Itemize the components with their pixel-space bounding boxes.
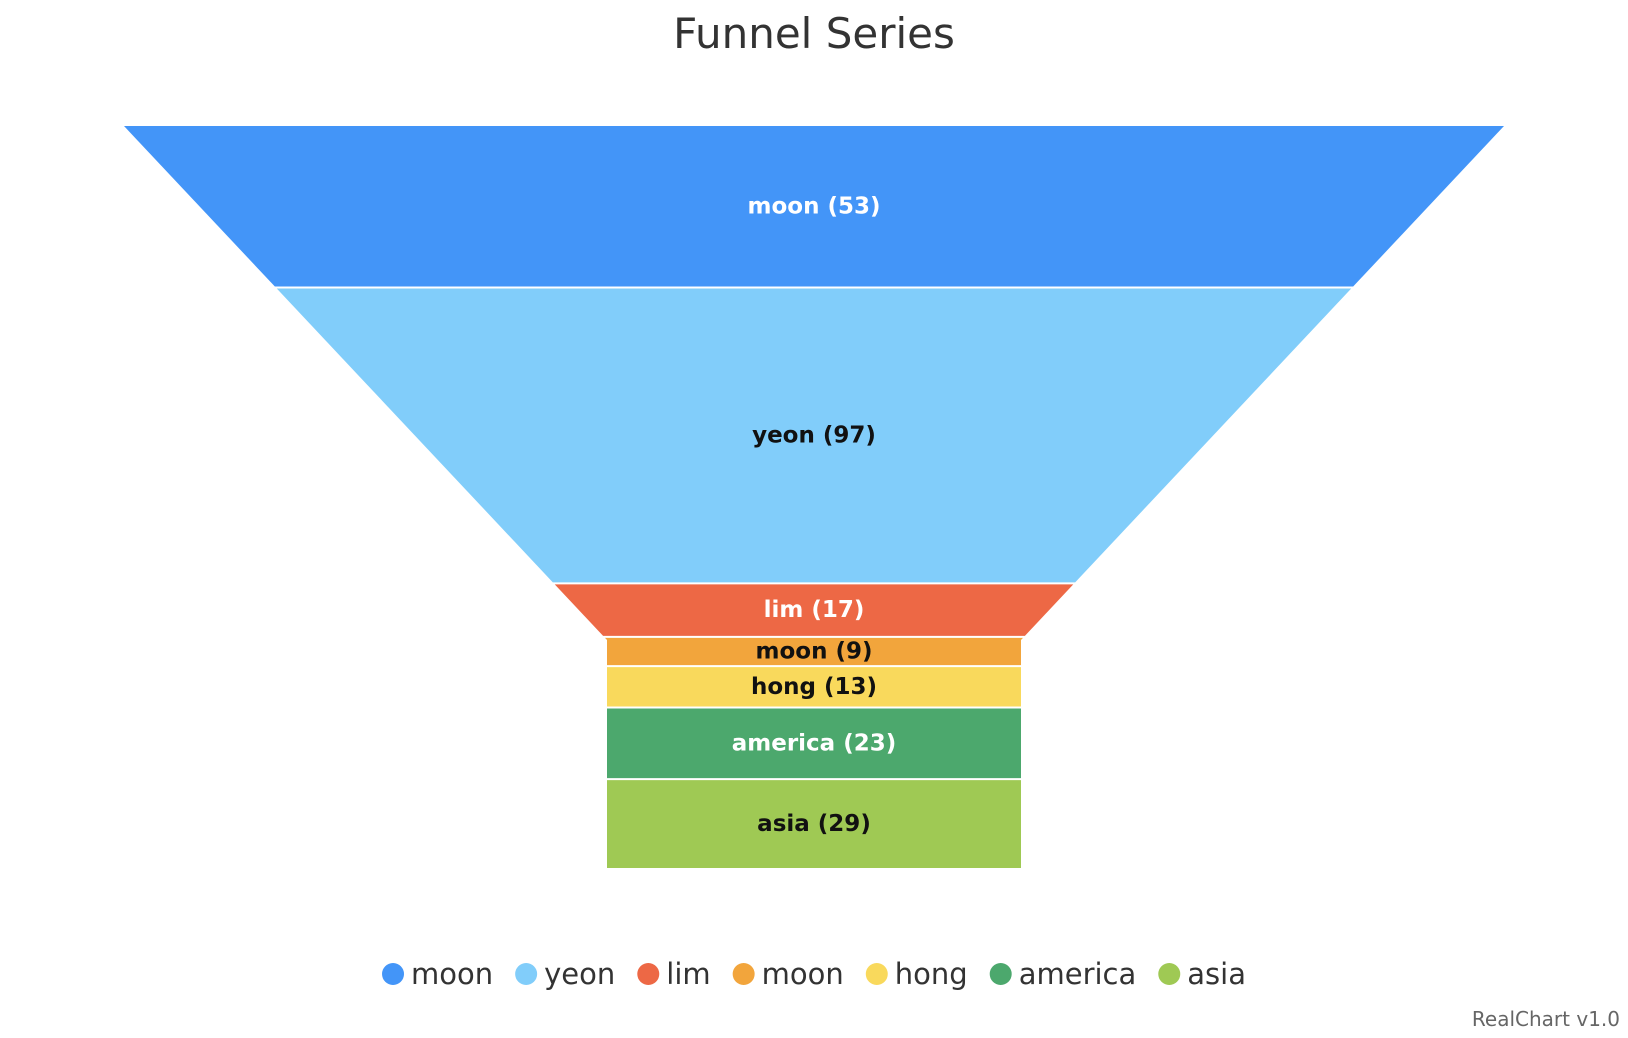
segment-label-moon-0: moon (53) bbox=[748, 193, 881, 219]
legend-marker bbox=[732, 963, 755, 985]
segment-label-hong-4: hong (13) bbox=[751, 674, 877, 700]
legend-marker bbox=[989, 963, 1012, 985]
legend-marker bbox=[1158, 963, 1181, 985]
segment-label-asia-6: asia (29) bbox=[757, 811, 871, 837]
legend-marker bbox=[865, 963, 888, 985]
funnel-segment-yeon-1[interactable] bbox=[276, 288, 1352, 583]
legend-label: yeon bbox=[544, 957, 615, 991]
legend-marker bbox=[637, 963, 660, 985]
segment-label-yeon-1: yeon (97) bbox=[752, 422, 876, 448]
funnel-segment-hong-4[interactable] bbox=[607, 667, 1021, 707]
legend: moon yeon lim moon hong america asia bbox=[382, 957, 1246, 991]
legend-label: lim bbox=[666, 957, 710, 991]
chart-title: Funnel Series bbox=[673, 9, 955, 58]
segment-label-moon-3: moon (9) bbox=[756, 638, 873, 664]
funnel-segment-moon-0[interactable] bbox=[124, 126, 1504, 287]
legend-marker bbox=[382, 963, 405, 985]
segment-label-america-5: america (23) bbox=[732, 730, 897, 756]
funnel-segment-asia-6[interactable] bbox=[607, 780, 1021, 868]
legend-label: america bbox=[1019, 957, 1137, 991]
legend-label: moon bbox=[762, 957, 844, 991]
funnel-segment-america-5[interactable] bbox=[607, 708, 1021, 779]
legend-label: asia bbox=[1187, 957, 1246, 991]
funnel-segments: moon (53) yeon (97) lim (17) moon (9) hong (… bbox=[124, 126, 1504, 868]
legend-item-hong-4[interactable]: hong bbox=[865, 957, 968, 991]
funnel-segment-lim-2[interactable] bbox=[554, 584, 1074, 636]
legend-label: hong bbox=[895, 957, 968, 991]
legend-item-yeon-1[interactable]: yeon bbox=[515, 957, 615, 991]
legend-marker bbox=[515, 963, 538, 985]
legend-item-asia-6[interactable]: asia bbox=[1158, 957, 1246, 991]
legend-item-moon-3[interactable]: moon bbox=[732, 957, 844, 991]
legend-label: moon bbox=[411, 957, 493, 991]
segment-label-lim-2: lim (17) bbox=[764, 597, 865, 623]
legend-item-moon-0[interactable]: moon bbox=[382, 957, 493, 991]
legend-item-lim-2[interactable]: lim bbox=[637, 957, 711, 991]
legend-item-america-5[interactable]: america bbox=[989, 957, 1137, 991]
funnel-segment-moon-3[interactable] bbox=[604, 637, 1024, 666]
credit-text: RealChart v1.0 bbox=[1472, 1007, 1620, 1031]
